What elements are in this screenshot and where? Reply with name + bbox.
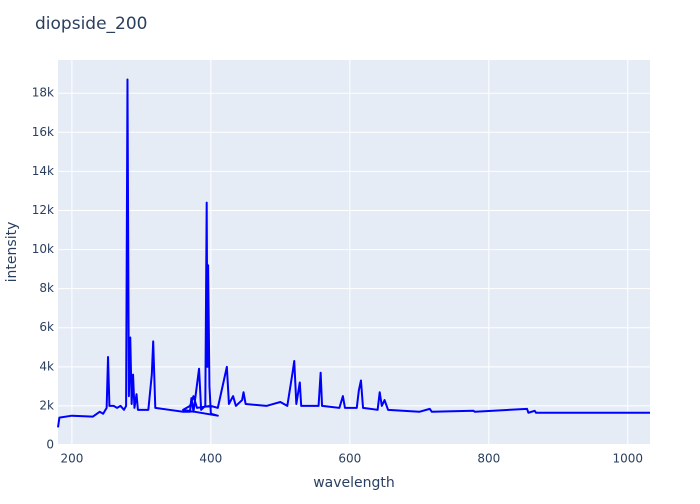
y-tick-label: 10k bbox=[32, 242, 54, 256]
x-tick-label: 600 bbox=[338, 452, 361, 466]
y-tick-label: 8k bbox=[39, 281, 54, 295]
y-tick-label: 14k bbox=[32, 164, 54, 178]
y-tick-label: 4k bbox=[39, 359, 54, 373]
y-tick-label: 16k bbox=[32, 125, 54, 139]
x-tick-label: 800 bbox=[477, 452, 500, 466]
chart-title: diopside_200 bbox=[35, 14, 147, 34]
x-tick-label: 200 bbox=[60, 452, 83, 466]
y-tick-label: 2k bbox=[39, 398, 54, 412]
y-tick-label: 6k bbox=[39, 320, 54, 334]
y-axis-label: intensity bbox=[4, 222, 20, 283]
y-tick-label: 12k bbox=[32, 203, 54, 217]
y-tick-label: 18k bbox=[32, 86, 54, 100]
x-tick-label: 400 bbox=[199, 452, 222, 466]
plot-area bbox=[58, 60, 650, 445]
x-tick-label: 1000 bbox=[612, 452, 643, 466]
y-tick-label: 0 bbox=[46, 438, 54, 452]
x-axis-label: wavelength bbox=[313, 475, 395, 491]
line bbox=[57, 78, 650, 428]
